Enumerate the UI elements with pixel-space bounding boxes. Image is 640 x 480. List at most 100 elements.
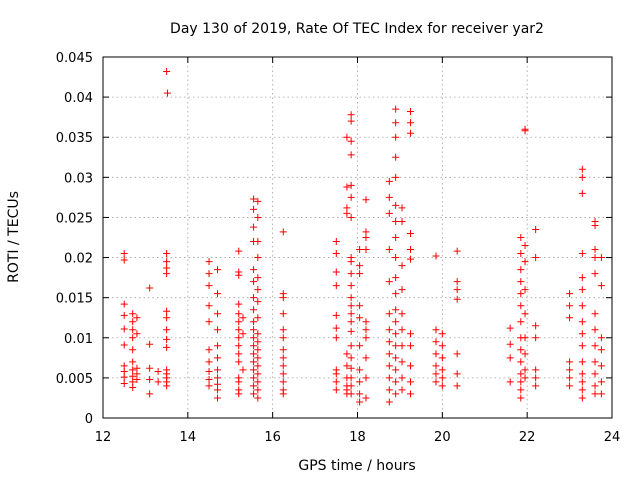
data-point [163,382,171,390]
data-point [532,382,540,390]
data-point [205,270,213,278]
data-point [279,378,287,386]
data-point [398,217,406,225]
data-point [332,311,340,319]
data-point [254,213,262,221]
data-point [214,366,222,374]
data-point [578,318,586,326]
data-point [517,278,525,286]
data-point [392,366,400,374]
data-point [250,278,258,286]
data-point [453,295,461,303]
data-point [347,327,355,335]
data-point [129,326,137,334]
y-tick-label: 0.04 [64,91,93,106]
data-point [385,246,393,254]
data-point [235,342,243,350]
data-point [506,324,514,332]
y-axis-label: ROTI / TECUs [6,191,22,283]
data-point [356,302,364,310]
data-point [254,330,262,338]
data-point [146,340,154,348]
data-point [438,374,446,382]
data-point [597,334,605,342]
data-point [532,225,540,233]
data-point [521,366,529,374]
data-point [385,398,393,406]
data-point [163,326,171,334]
data-point [250,358,258,366]
data-point [250,195,258,203]
data-point [385,310,393,318]
x-tick-label: 20 [434,430,451,445]
data-point [332,282,340,290]
data-point [343,209,351,217]
data-point [347,342,355,350]
data-point [343,133,351,141]
data-point [591,342,599,350]
data-point [214,354,222,362]
y-tick-label: 0 [85,412,93,427]
data-point [591,358,599,366]
data-point [347,302,355,310]
data-point [566,366,574,374]
data-point [347,364,355,372]
data-point [521,127,529,135]
x-tick-labels: 12 14 16 18 20 22 24 [95,430,621,445]
grid-lines [103,57,612,418]
data-point [347,354,355,362]
y-tick-label: 0.005 [56,372,93,387]
data-point [597,362,605,370]
data-point [254,386,262,394]
data-point [521,258,529,266]
data-point [254,274,262,282]
data-point [205,258,213,266]
data-point [392,342,400,350]
data-point [432,326,440,334]
data-point [254,298,262,306]
data-point [254,338,262,346]
y-tick-label: 0.03 [64,171,93,186]
data-point [532,366,540,374]
data-point [407,390,415,398]
data-point [154,367,162,375]
data-point [347,213,355,221]
data-point [517,394,525,402]
data-point [517,370,525,378]
data-point [356,246,364,254]
data-point [235,334,243,342]
data-point [235,390,243,398]
data-point [120,380,128,388]
data-point [356,366,364,374]
data-point [591,221,599,229]
data-point [392,234,400,241]
data-point [254,254,262,262]
data-point [163,314,171,322]
data-point [578,302,586,310]
data-point [356,262,364,270]
data-point [205,346,213,354]
data-point [362,354,370,362]
data-point [214,290,222,298]
data-point [521,334,529,342]
data-point [385,278,393,286]
data-point [120,256,128,264]
data-point [332,238,340,246]
data-point [597,390,605,398]
data-point [453,370,461,378]
data-point [578,165,586,173]
data-point [235,350,243,358]
data-point [250,382,258,390]
data-point [250,342,258,350]
data-point [398,374,406,382]
data-point [398,326,406,334]
data-point [506,354,514,362]
data-point [163,335,171,343]
data-point [356,270,364,278]
data-point [591,382,599,390]
data-point [214,394,222,402]
data-point [239,330,247,338]
data-point [591,254,599,262]
data-point [392,330,400,338]
data-point [347,318,355,326]
